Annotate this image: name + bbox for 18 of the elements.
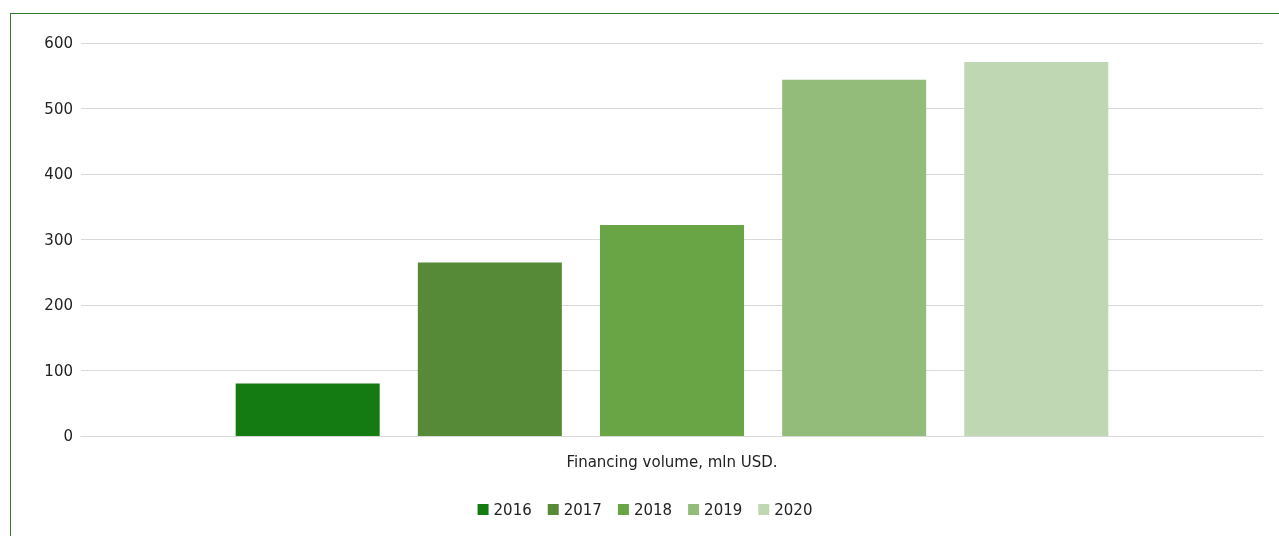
bar [417, 262, 562, 436]
x-tick-label: Financing volume, mln USD. [566, 452, 778, 471]
y-tick-label: 200 [44, 296, 73, 314]
y-tick-label: 400 [44, 165, 73, 183]
bar [782, 79, 927, 436]
y-tick-label: 0 [63, 427, 73, 445]
y-tick-label: 100 [44, 361, 73, 380]
legend-label: 2017 [563, 500, 602, 519]
bar [964, 62, 1109, 436]
y-tick-label: 500 [44, 99, 73, 118]
y-tick-label: 600 [44, 34, 73, 52]
y-tick-label: 300 [44, 230, 73, 249]
legend-label: 2019 [704, 500, 743, 519]
legend-label: 2020 [774, 500, 813, 519]
legend-label: 2018 [633, 500, 673, 519]
legend-label: 2016 [493, 500, 532, 519]
bar [235, 383, 380, 436]
bar [600, 225, 744, 436]
